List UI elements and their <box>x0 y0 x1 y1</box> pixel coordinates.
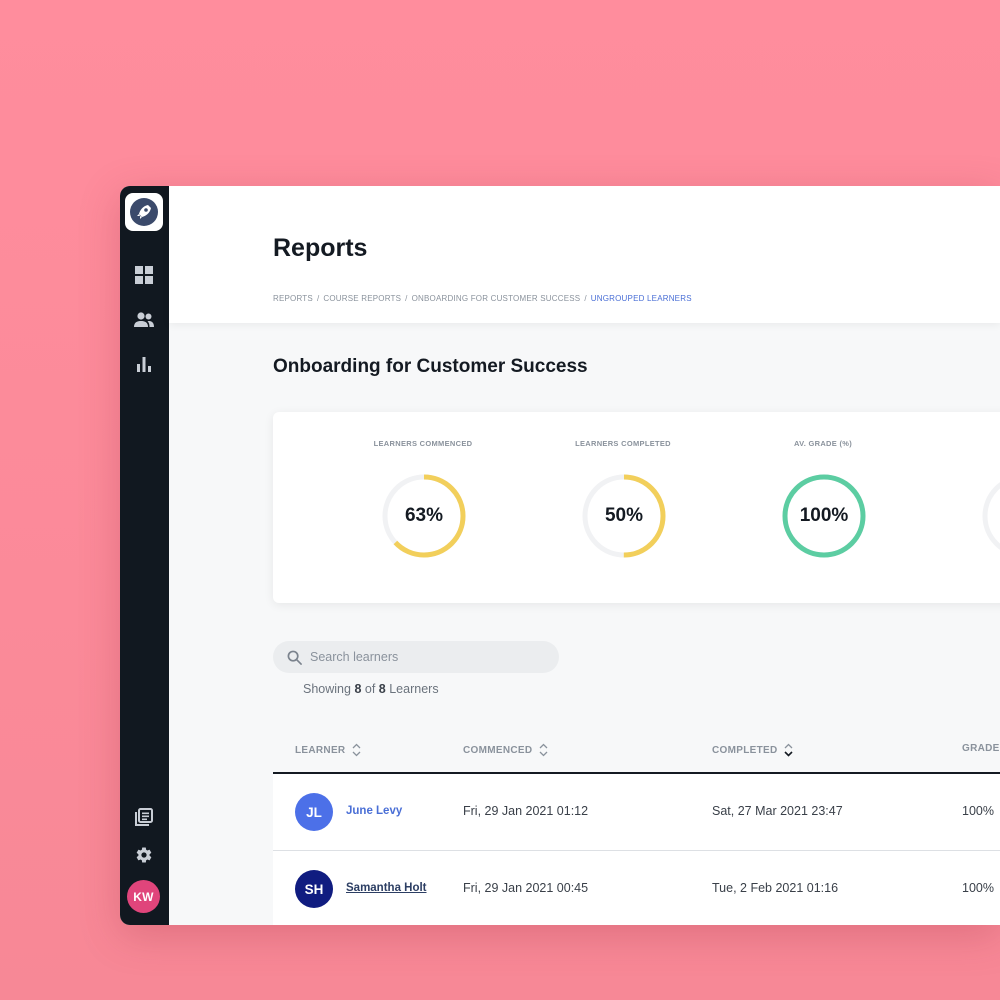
ring-progress-arc <box>382 474 466 558</box>
completed-date: Sat, 27 Mar 2021 23:47 <box>712 804 843 818</box>
column-completed[interactable]: COMPLETED <box>712 743 794 757</box>
progress-ring <box>782 474 866 558</box>
stat-value: 50% <box>604 505 644 526</box>
course-title: Onboarding for Customer Success <box>273 356 588 377</box>
search-input[interactable] <box>310 650 540 664</box>
stat-value: 100% <box>799 505 849 526</box>
commenced-date: Fri, 29 Jan 2021 00:45 <box>463 881 589 895</box>
stat-label: LEARNERS COMPLETED <box>575 439 671 448</box>
progress-ring <box>582 474 666 558</box>
breadcrumb-current: UNGROUPED LEARNERS <box>590 294 692 303</box>
table-row[interactable]: SH Samantha Holt Fri, 29 Jan 2021 00:45 … <box>273 851 1000 925</box>
results-prefix: Showing <box>303 682 351 696</box>
column-label: LEARNER <box>295 744 346 756</box>
commenced-date: Fri, 29 Jan 2021 01:12 <box>463 804 589 818</box>
breadcrumb-course-reports[interactable]: COURSE REPORTS <box>323 294 402 303</box>
rocket-icon[interactable] <box>125 193 163 231</box>
stat-value: 63% <box>404 505 444 526</box>
progress-ring <box>382 474 466 558</box>
table-row[interactable]: JL June Levy Fri, 29 Jan 2021 01:12 Sat,… <box>273 774 1000 851</box>
ring-progress-arc <box>782 474 866 558</box>
ring-progress-arc <box>582 474 666 558</box>
column-commenced[interactable]: COMMENCED <box>463 743 548 757</box>
sort-icon <box>539 743 548 757</box>
bar-chart-icon[interactable] <box>133 353 155 375</box>
learner-avatar: SH <box>295 870 333 908</box>
learner-name-link[interactable]: June Levy <box>346 805 403 817</box>
results-total: 8 <box>378 682 386 696</box>
user-avatar[interactable]: KW <box>127 880 160 913</box>
table-header: LEARNER COMMENCED COMPLETED GRADE <box>273 726 1000 774</box>
column-label: GRADE <box>962 743 1000 754</box>
results-count: Showing 8 of 8 Learners <box>303 682 439 696</box>
ring-track <box>982 482 1000 550</box>
app-window: KW Reports REPORTS / COURSE REPORTS / ONBOAR… <box>120 186 1000 925</box>
learners-table: LEARNER COMMENCED COMPLETED GRADE JL Jun… <box>273 726 1000 925</box>
stat-value: 0 <box>980 472 1000 560</box>
grade-value: 100% <box>962 881 994 895</box>
results-suffix: Learners <box>389 682 439 696</box>
sort-icon <box>352 743 361 757</box>
column-grade[interactable]: GRADE <box>962 743 1000 754</box>
stat-label: LEARNERS COMMENCED <box>373 439 473 448</box>
completed-date: Tue, 2 Feb 2021 01:16 <box>712 881 839 895</box>
stat-label: AV. GRADE (%) <box>793 439 853 448</box>
progress-ring <box>982 482 1000 550</box>
page-title: Reports <box>273 234 368 262</box>
column-label: COMMENCED <box>463 744 533 756</box>
stats-card: LEARNERS COMMENCED 63% LEARNERS COMPLETE… <box>273 412 1000 603</box>
page-header: Reports REPORTS / COURSE REPORTS / ONBOARDIN… <box>169 186 1000 323</box>
grade-value: 100% <box>962 804 994 818</box>
column-learner[interactable]: LEARNER <box>295 743 361 757</box>
sort-desc-icon <box>784 743 794 757</box>
search-icon <box>287 650 302 665</box>
breadcrumb-reports[interactable]: REPORTS <box>273 294 313 303</box>
search-bar[interactable] <box>273 641 559 673</box>
learner-avatar: JL <box>295 793 333 831</box>
breadcrumb-course[interactable]: ONBOARDING FOR CUSTOMER SUCCESS <box>411 294 581 303</box>
column-label: COMPLETED <box>712 744 778 756</box>
users-icon[interactable] <box>133 309 155 331</box>
results-shown: 8 <box>354 682 362 696</box>
dashboard-icon[interactable] <box>133 264 155 286</box>
learner-name-link[interactable]: Samantha Holt <box>346 882 427 894</box>
sidebar: KW <box>120 186 169 925</box>
library-icon[interactable] <box>133 806 155 828</box>
results-of: of <box>364 682 376 696</box>
gear-icon[interactable] <box>133 844 155 866</box>
breadcrumb: REPORTS / COURSE REPORTS / ONBOARDING FOR CU… <box>273 294 692 303</box>
stat-label: A <box>923 439 1000 448</box>
